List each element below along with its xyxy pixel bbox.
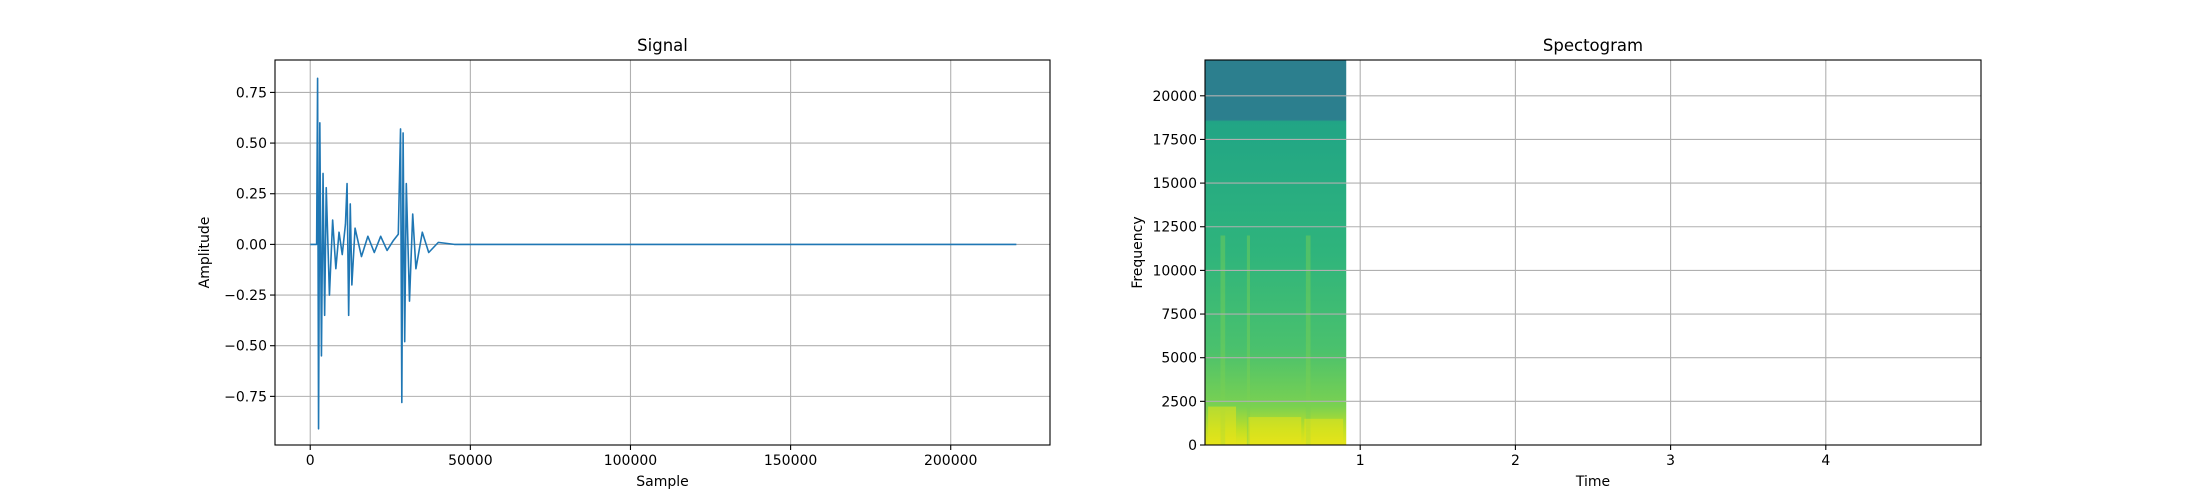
signal-x-tick-label: 100000	[604, 453, 657, 469]
spectrogram-x-tick-label: 3	[1666, 453, 1675, 469]
spectrogram-y-tick-label: 2500	[1161, 394, 1197, 410]
spectrogram-fill	[1205, 60, 1347, 445]
spectrogram-onset-streak	[1220, 235, 1226, 445]
spectrogram-x-tick-label: 2	[1511, 453, 1520, 469]
spectrogram-low-freq-patch	[1208, 406, 1237, 445]
spectrogram-y-tick-label: 17500	[1152, 132, 1197, 148]
signal-x-tick-label: 200000	[924, 453, 977, 469]
spectrogram-y-tick-label: 15000	[1152, 176, 1197, 192]
signal-y-tick-label: −0.75	[224, 389, 267, 405]
signal-chart: 0 50000 100000 150000 200000 −0.75 −0.50 −0.25 0…	[197, 36, 1051, 490]
signal-x-tick-label: 50000	[448, 453, 493, 469]
spectrogram-grid	[1205, 60, 1981, 446]
signal-y-tick-label: 0.00	[236, 237, 267, 253]
spectrogram-plot-frame	[1204, 59, 1982, 446]
signal-x-tick-label: 150000	[764, 453, 817, 469]
signal-title: Signal	[637, 36, 688, 55]
signal-line	[310, 77, 1017, 430]
spectrogram-y-axis-label: Frequency	[1130, 216, 1146, 288]
spectrogram-x-axis-label: Time	[1575, 474, 1610, 490]
spectrogram-chart: 1 2 3 4 0 2500 5000 7500 10000 12500 15000 17500 200…	[1130, 36, 1982, 490]
spectrogram-title: Spectogram	[1543, 36, 1643, 55]
spectrogram-y-tick-label: 20000	[1152, 89, 1197, 105]
spectrogram-y-tick-label: 7500	[1161, 307, 1197, 323]
signal-y-tick-label: 0.75	[236, 85, 267, 101]
signal-y-axis-label: Amplitude	[197, 217, 213, 289]
signal-y-tick-label: −0.25	[224, 288, 267, 304]
signal-y-tick-label: 0.25	[236, 187, 267, 203]
spectrogram-x-tick-label: 4	[1821, 453, 1830, 469]
spectrogram-onset-streak	[1305, 235, 1311, 445]
signal-y-tick-label: −0.50	[224, 339, 267, 355]
spectrogram-y-tick-label: 12500	[1152, 220, 1197, 236]
signal-plot-frame	[274, 59, 1051, 446]
signal-x-axis-label: Sample	[636, 474, 689, 490]
signal-x-tick-label: 0	[306, 453, 315, 469]
spectrogram-x-tick-label: 1	[1356, 453, 1365, 469]
spectrogram-y-tick-label: 10000	[1152, 263, 1197, 279]
spectrogram-y-tick-label: 5000	[1161, 351, 1197, 367]
signal-ticks: 0 50000 100000 150000 200000 −0.75 −0.50 −0.25 0…	[224, 85, 977, 469]
spectrogram-onset-streak	[1246, 235, 1251, 445]
spectrogram-low-freq-patch	[1304, 418, 1344, 445]
signal-y-tick-label: 0.50	[236, 136, 267, 152]
spectrogram-heatmap	[1205, 60, 1347, 445]
spectrogram-ticks: 1 2 3 4 0 2500 5000 7500 10000 12500 15000 17500 200…	[1152, 89, 1830, 469]
spectrogram-low-freq-patch	[1248, 417, 1302, 445]
spectrogram-y-tick-label: 0	[1188, 438, 1197, 454]
